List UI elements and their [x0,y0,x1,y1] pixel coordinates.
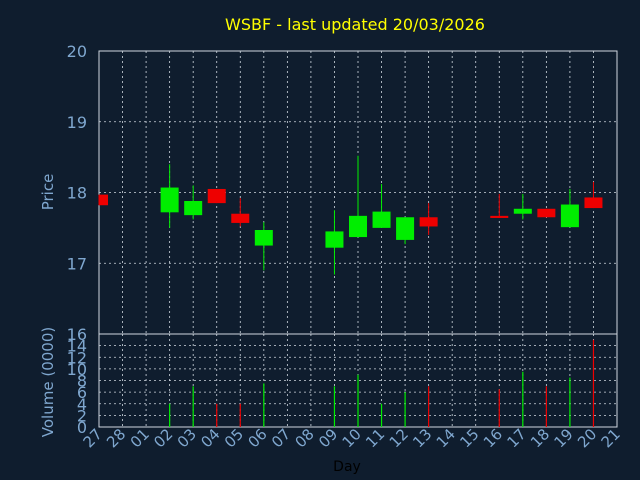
candle-body [231,213,250,223]
candle [254,222,273,271]
volume-tick-label: 12 [67,348,87,367]
price-tick-label: 17 [67,254,87,273]
candle [537,208,556,218]
candle-body [490,215,509,218]
chart-title: WSBF - last updated 20/03/2026 [225,15,485,34]
candle [349,155,367,238]
volume-axis-label: Volume (0000) [39,327,57,437]
candle-body [325,231,344,248]
candle-body [396,217,415,240]
candle [513,193,532,220]
volume-tick-label: 6 [77,383,87,402]
candle-body [372,211,391,228]
price-tick-label: 20 [67,42,87,61]
volume-tick-label: 8 [77,372,87,391]
candle-body [184,200,203,216]
candle [98,194,108,206]
candle-body [560,204,579,228]
candle [231,198,250,227]
candle [160,164,179,228]
x-tick-labels: 2728010203040506070809101112131415161718… [80,425,624,451]
candle-body [537,208,556,218]
candle [490,193,509,218]
candle-body [99,194,108,206]
volume-tick-label: 10 [67,360,87,379]
candle [325,210,344,275]
volume-tick-label: 4 [77,395,87,414]
volume-tick-label: 14 [67,337,87,356]
volume-tick-label: 2 [77,406,87,425]
price-tick-label: 18 [67,184,87,203]
candle-body [349,215,367,238]
x-axis-label: Day [333,459,361,475]
price-tick-label: 16 [67,325,87,344]
candle-body [254,229,273,246]
candle [207,188,226,204]
candle [419,203,438,235]
candle-body [584,197,603,209]
candle-body [160,187,179,213]
candle [560,188,579,228]
candle-body [513,208,532,214]
candle [184,185,203,220]
candle [372,184,391,228]
price-panel: 16 17 18 19 20 [67,42,618,344]
candle-body [419,217,438,227]
candle-body [207,188,226,204]
price-axis-label: Price [39,174,57,211]
price-tick-label: 19 [67,113,87,132]
candle [584,181,603,209]
volume-tick-label: 0 [77,418,87,437]
candle [396,217,415,245]
